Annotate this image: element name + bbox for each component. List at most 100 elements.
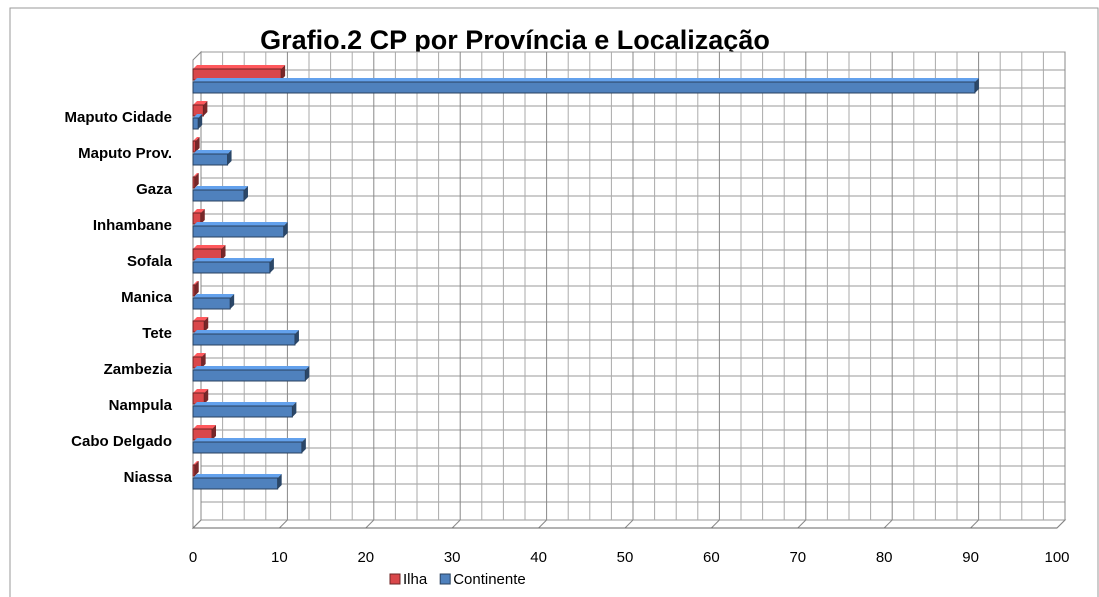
x-tick-label: 40 <box>530 549 547 566</box>
bar-top <box>193 101 208 105</box>
grid-line <box>970 519 979 529</box>
bar-side <box>194 281 199 296</box>
bar-top <box>193 173 199 177</box>
bar-side <box>204 317 209 332</box>
bar-top <box>193 438 306 442</box>
bar-side <box>203 101 208 116</box>
bar <box>192 333 296 346</box>
bar-top <box>193 186 248 190</box>
bar-top <box>193 245 226 249</box>
bar-top <box>193 402 297 406</box>
bar <box>192 261 271 274</box>
bar <box>192 441 303 454</box>
y-tick-label: Nampula <box>109 397 173 414</box>
bar <box>192 284 196 297</box>
y-tick-label: Manica <box>121 289 173 306</box>
bar-top <box>193 366 310 370</box>
x-tick-label: 30 <box>444 549 461 566</box>
bar <box>192 81 976 94</box>
bar-top <box>193 461 199 465</box>
bar-side <box>269 258 274 273</box>
bar-top <box>193 353 206 357</box>
grid-line <box>279 519 288 529</box>
bar-side <box>221 245 226 260</box>
bar-top <box>193 330 299 334</box>
grid-line <box>711 519 720 529</box>
y-tick-label: Cabo Delgado <box>71 433 172 450</box>
grid-line <box>797 519 807 529</box>
y-tick-label: Gaza <box>136 181 173 198</box>
bar-top <box>193 150 232 154</box>
y-tick-label: Zambezia <box>104 361 173 378</box>
bar-side <box>201 353 206 368</box>
bar-top <box>193 474 282 478</box>
y-tick-label: Tete <box>142 325 172 342</box>
legend-label: Ilha <box>403 571 428 588</box>
bar-top <box>193 258 274 262</box>
y-tick-label: Maputo Cidade <box>65 109 173 126</box>
bar-top <box>193 114 203 118</box>
bar <box>192 405 293 418</box>
legend-swatch <box>389 573 401 585</box>
bar-side <box>198 114 203 129</box>
bar <box>192 225 285 238</box>
legend-label: Continente <box>453 571 526 588</box>
bar-top <box>193 389 209 393</box>
grid-line <box>192 519 202 529</box>
bar <box>192 176 196 189</box>
bar-top <box>193 209 205 213</box>
bar <box>192 464 196 477</box>
bar <box>192 117 199 130</box>
bar <box>192 140 197 153</box>
x-tick-label: 100 <box>1044 549 1069 566</box>
bar <box>192 189 245 202</box>
x-tick-label: 70 <box>789 549 806 566</box>
grid-line <box>624 519 634 529</box>
bar-side <box>212 425 217 440</box>
bar-side <box>227 150 232 165</box>
y-tick-label: Niassa <box>124 469 173 486</box>
bar-top <box>193 65 286 69</box>
bar <box>192 369 306 382</box>
x-tick-label: 50 <box>617 549 634 566</box>
x-tick-label: 60 <box>703 549 720 566</box>
x-tick-label: 20 <box>357 549 374 566</box>
bar-side <box>277 474 282 489</box>
y-tick-label: Maputo Prov. <box>78 145 172 162</box>
legend-swatch <box>439 573 451 585</box>
x-tick-label: 0 <box>189 549 197 566</box>
grid-line <box>365 519 375 529</box>
bar-side <box>195 137 200 152</box>
bar <box>192 477 279 490</box>
grid-line <box>451 519 461 529</box>
bar-side <box>292 402 297 417</box>
bar-side <box>194 173 199 188</box>
bar-top <box>193 137 200 141</box>
bar-side <box>204 389 209 404</box>
bar-top <box>193 425 217 429</box>
bar <box>192 297 231 310</box>
grid-line <box>538 519 547 529</box>
x-tick-label: 80 <box>876 549 893 566</box>
bar-side <box>281 65 286 80</box>
bar-top <box>193 317 209 321</box>
chart-title: Grafio.2 CP por Província e Localização <box>260 25 770 55</box>
bar-side <box>194 461 199 476</box>
bar-side <box>200 209 205 224</box>
grid-line <box>883 519 893 529</box>
bar-side <box>305 366 310 381</box>
bar-top <box>193 281 199 285</box>
bar-side <box>294 330 299 345</box>
bar-top <box>193 78 979 82</box>
bar <box>192 153 229 166</box>
bar-side <box>974 78 979 93</box>
chart-frame <box>9 7 1099 597</box>
y-tick-label: Sofala <box>127 253 173 270</box>
x-tick-label: 90 <box>962 549 979 566</box>
x-tick-label: 10 <box>271 549 288 566</box>
bar-side <box>243 186 248 201</box>
bar-side <box>230 294 235 309</box>
bar-side <box>283 222 288 237</box>
bar-top <box>193 222 288 226</box>
